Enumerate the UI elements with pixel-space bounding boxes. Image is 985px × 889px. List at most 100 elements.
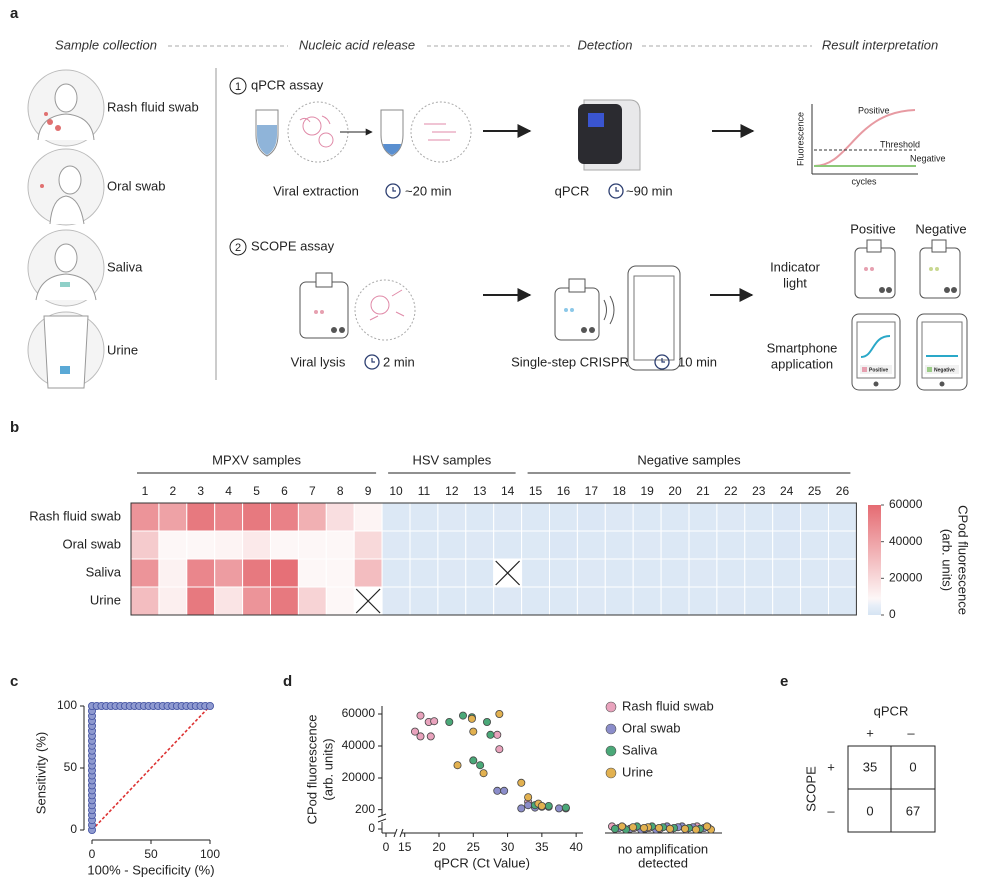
heatmap-cell: [744, 558, 774, 588]
heatmap-cell: [130, 502, 160, 532]
clock-icon: [608, 183, 624, 199]
heatmap-cell: [130, 558, 160, 588]
y-tick-label: 0: [70, 822, 77, 836]
heatmap-cell: [632, 558, 662, 588]
data-point: [495, 745, 504, 754]
column-label: 14: [501, 484, 515, 498]
y-tick-label: 200: [355, 802, 375, 816]
heatmap-cell: [576, 502, 606, 532]
step-time: 2 min: [383, 354, 415, 369]
axis-break: [393, 828, 404, 838]
heatmap-cell: [270, 586, 299, 616]
sample-label: Urine: [107, 342, 138, 357]
plot-annotation: Positive: [858, 105, 890, 115]
plot-annotation: Threshold: [880, 139, 920, 149]
heatmap-cell: [632, 502, 662, 532]
heatmap-cell: [214, 586, 244, 616]
heatmap-cell: [242, 530, 272, 560]
data-point: [493, 786, 502, 795]
heatmap-cell: [381, 530, 411, 560]
colorbar: [868, 505, 881, 615]
heatmap-cell: [521, 558, 550, 588]
heatmap-cell: [744, 586, 774, 616]
colorbar-label: CPod fluorescence: [956, 505, 971, 615]
panel-label: d: [283, 673, 292, 690]
step-label: Viral lysis: [291, 354, 346, 369]
data-point: [479, 769, 488, 778]
undetected-label: no amplification: [618, 841, 708, 856]
missing-cross: [495, 560, 521, 586]
step-time: ~90 min: [626, 183, 673, 198]
plot-axis-label: cycles: [851, 176, 877, 186]
data-point: [524, 801, 533, 810]
legend-label: Oral swab: [622, 720, 681, 735]
heatmap-cell: [381, 558, 411, 588]
heatmap-cell: [800, 530, 829, 560]
step-number-circle: [229, 238, 247, 256]
row-label: Oral swab: [62, 536, 121, 551]
heatmap-cell: [214, 558, 244, 588]
heatmap-cell: [493, 530, 523, 560]
column-label: 20: [668, 484, 682, 498]
column-label: 19: [640, 484, 654, 498]
row-label: Rash fluid swab: [29, 508, 121, 523]
readout-label: Smartphone: [767, 340, 838, 355]
x-tick-label: 0: [383, 840, 390, 854]
heatmap-cell: [744, 502, 774, 532]
heatmap-cell: [744, 530, 774, 560]
step-number-circle: [229, 77, 247, 95]
column-label: 17: [585, 484, 599, 498]
data-point: [561, 803, 570, 812]
y-tick-label: 20000: [342, 770, 376, 784]
x-tick-label: 20: [432, 840, 446, 854]
heatmap-cell: [186, 502, 216, 532]
heatmap-cell: [214, 530, 244, 560]
reference-line: [91, 705, 211, 831]
sample-label: Rash fluid swab: [107, 99, 199, 114]
x-tick-label: 15: [398, 840, 412, 854]
data-point: [544, 802, 553, 811]
column-header: +: [866, 725, 874, 740]
x-tick-label: 100: [200, 847, 220, 861]
heatmap-cell: [158, 502, 188, 532]
assay-title: qPCR assay: [251, 77, 324, 92]
column-label: 11: [418, 484, 431, 498]
heatmap-cell: [772, 530, 802, 560]
step-label: Single-step CRISPR: [511, 354, 629, 369]
column-label: 4: [225, 484, 232, 498]
heatmap-cell: [409, 586, 439, 616]
heatmap-cell: [660, 586, 690, 616]
heatmap-cell: [772, 502, 802, 532]
screen-label: Positive: [869, 367, 888, 373]
legend-label: Rash fluid swab: [622, 698, 714, 713]
column-label: 18: [613, 484, 627, 498]
heatmap-cell: [800, 502, 829, 532]
data-point: [426, 732, 435, 741]
heatmap-cell: [242, 502, 272, 532]
clock-hand: [371, 358, 375, 363]
heatmap-cell: [828, 502, 857, 532]
heatmap-cell: [716, 586, 746, 616]
sample-label: Saliva: [107, 259, 143, 274]
data-point: [629, 823, 638, 832]
sample-label: Oral swab: [107, 178, 166, 193]
plot-annotation: Negative: [910, 153, 946, 163]
y-tick-label: 60000: [342, 706, 376, 720]
heatmap-cell: [660, 502, 690, 532]
heatmap-cell: [130, 586, 160, 616]
heatmap-cell: [325, 530, 355, 560]
x-tick-label: 50: [144, 847, 158, 861]
data-point: [681, 824, 690, 833]
y-tick-label: 50: [64, 760, 78, 774]
x-tick-label: 40: [569, 840, 583, 854]
row-header: +: [827, 759, 835, 774]
contingency-table: qPCR + – SCOPE + – 35 0 0 67: [803, 703, 936, 833]
heatmap-cell: [549, 530, 578, 560]
colorbar-tick-label: 20000: [889, 571, 923, 585]
heatmap-cell: [465, 502, 495, 532]
column-label: 26: [836, 484, 850, 498]
table-cell: 35: [863, 759, 877, 774]
heatmap-cell: [632, 586, 662, 616]
column-label: 10: [389, 484, 403, 498]
